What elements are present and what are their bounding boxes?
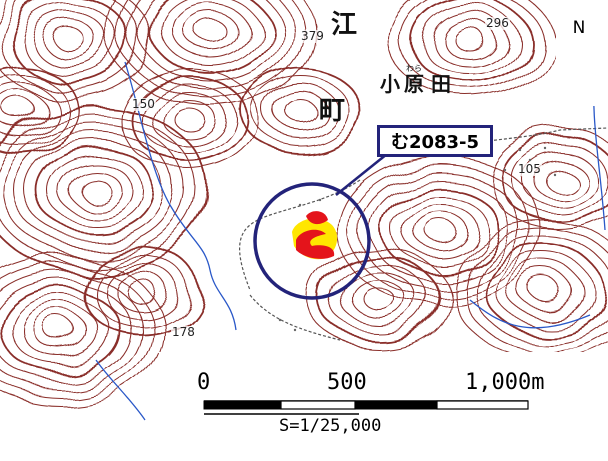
elevation-label: 178 (171, 325, 196, 339)
scale-tick-mid: 500 (327, 370, 367, 395)
scale-tick-end: 1,000m (465, 370, 545, 395)
north-label: N (572, 18, 586, 38)
site-id-label: む2083-5 (377, 125, 493, 157)
site-area-red-top (306, 211, 328, 225)
place-name-char: 原 (404, 72, 424, 96)
scale-tick-zero: 0 (197, 370, 211, 395)
site-circle (253, 182, 371, 300)
elevation-label: 296 (485, 16, 510, 30)
scale-bar: 0 500 1,000m S=1/25,000 (159, 352, 608, 461)
scale-bar-graphic (203, 400, 529, 415)
dense-area-dots (278, 138, 557, 332)
elevation-label: 150 (131, 97, 156, 111)
place-name-char: 町 (319, 96, 346, 126)
site-area-red-bottom (296, 229, 335, 259)
elevation-label: 105 (517, 162, 542, 176)
site-marker (253, 149, 393, 300)
place-name-char: 江 (331, 10, 358, 40)
place-name-char: 小 (380, 72, 400, 96)
elevation-label: 379 (300, 29, 325, 43)
place-name-furigana: わら (406, 64, 422, 73)
leader-line (335, 149, 393, 196)
north-indicator: N (556, 16, 602, 106)
scale-ratio-label: S=1/25,000 (279, 416, 382, 436)
place-name-char: 田 (431, 72, 451, 96)
